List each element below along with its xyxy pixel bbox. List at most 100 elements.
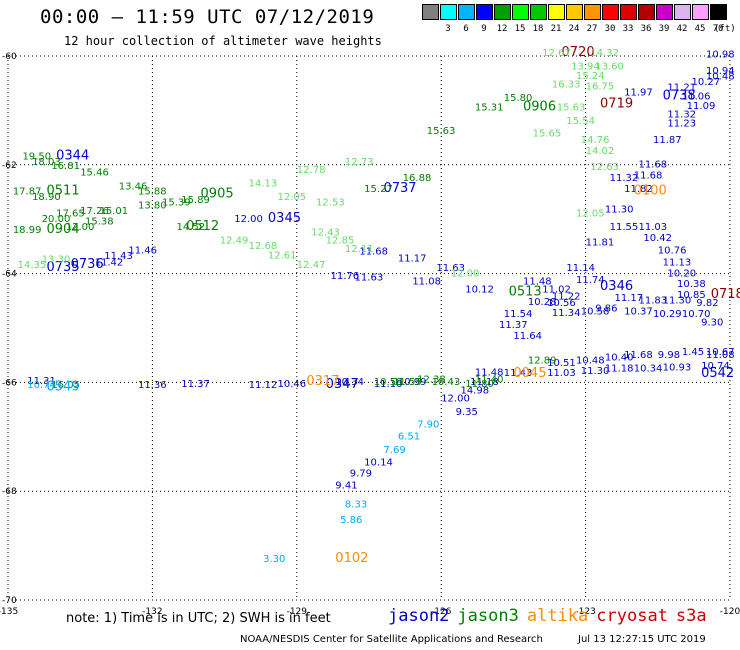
wave-height-label: 11.68	[634, 170, 663, 181]
wave-height-label: 15.65	[533, 129, 562, 140]
wave-height-label: 14.02	[586, 146, 615, 157]
wave-height-label: 11.46	[128, 245, 157, 256]
wave-height-label: 11.97	[624, 88, 653, 99]
wave-height-label: 12.05	[278, 192, 307, 203]
x-tick-label: -123	[575, 607, 595, 617]
wave-height-label: 11.82	[624, 184, 653, 195]
color-swatch	[602, 4, 619, 20]
color-scale-label: 27	[586, 24, 598, 34]
wave-height-label: 13.30	[42, 255, 71, 266]
time-label: 0512	[186, 219, 219, 234]
time-label: 0736	[71, 257, 104, 272]
color-swatch	[476, 4, 493, 20]
color-scale-label: 15	[514, 24, 526, 34]
color-scale-label: 70	[712, 24, 724, 34]
wave-height-label: 15.01	[99, 206, 128, 217]
wave-height-label: 12.53	[316, 198, 345, 209]
wave-height-label: 11.08	[706, 350, 735, 361]
wave-height-label: 16.81	[51, 161, 80, 172]
wave-height-label: 10.74	[27, 380, 56, 391]
wave-height-label: 9.79	[350, 469, 372, 480]
color-scale-unit: (ft)	[714, 24, 736, 34]
y-tick-label: -66	[2, 378, 17, 388]
time-label: 0904	[47, 222, 80, 237]
wave-height-label: 12.67	[542, 48, 571, 59]
wave-height-label: 10.99	[398, 377, 427, 388]
timestamp-text: Jul 13 12:27:15 UTC 2019	[578, 634, 706, 645]
color-swatch	[530, 4, 547, 20]
time-label: 0720	[562, 45, 595, 60]
wave-height-label: 12.68	[249, 241, 278, 252]
wave-height-label: 14.32	[590, 48, 619, 59]
wave-height-label: 13.46	[119, 181, 148, 192]
wave-height-label: 9.41	[335, 480, 357, 491]
wave-height-label: 1.45	[682, 347, 704, 358]
time-label: 0735	[47, 260, 80, 275]
color-scale-label: 39	[658, 24, 670, 34]
wave-height-label: 5.86	[340, 515, 362, 526]
color-scale-label: 30	[604, 24, 616, 34]
wave-height-label: 15.80	[504, 93, 533, 104]
wave-height-label: 10.70	[682, 309, 711, 320]
wave-height-label: 11.54	[504, 309, 533, 320]
wave-height-label: 15.63	[557, 102, 586, 113]
wave-height-label: 10.48	[706, 71, 735, 82]
wave-height-label: 10.43	[432, 377, 461, 388]
time-label: 0511	[47, 184, 80, 199]
wave-height-label: 12.49	[220, 236, 249, 247]
wave-height-label: 3.30	[263, 554, 285, 565]
wave-height-label: 11.63	[436, 263, 465, 274]
wave-height-label: 11.48	[523, 276, 552, 287]
wave-height-label: 11.03	[639, 222, 668, 233]
wave-height-label: 10.38	[677, 279, 706, 290]
wave-height-label: 10.59	[374, 377, 403, 388]
color-swatch	[566, 4, 583, 20]
time-label: 0906	[523, 99, 556, 114]
wave-height-label: 11.32	[610, 173, 639, 184]
wave-height-label: 11.87	[653, 135, 682, 146]
color-scale-label: 24	[568, 24, 580, 34]
wave-height-label: 17.26	[80, 206, 109, 217]
wave-height-label: 10.29	[653, 309, 682, 320]
wave-height-label: 14.35	[18, 260, 47, 271]
wave-height-label: 10.34	[335, 377, 364, 388]
y-tick-label: -64	[2, 270, 17, 280]
wave-height-label: 11.37	[499, 320, 528, 331]
wave-height-label: 12.00	[234, 214, 263, 225]
wave-height-label: 14.76	[581, 135, 610, 146]
wave-height-label: 9.30	[701, 317, 723, 328]
time-label: 0719	[600, 97, 633, 112]
legend-entry: jason3	[457, 606, 519, 626]
color-scale-label: 9	[481, 24, 487, 34]
wave-height-label: 11.03	[547, 368, 576, 379]
wave-height-label: 10.46	[278, 379, 307, 390]
wave-height-label: 12.00	[66, 222, 95, 233]
wave-height-label: 13.60	[595, 62, 624, 73]
color-scale-label: 21	[550, 24, 562, 34]
time-label: 0317	[306, 374, 339, 389]
color-swatch	[656, 4, 673, 20]
legend-entry: altika	[526, 606, 589, 626]
wave-height-label: 15.46	[80, 168, 109, 179]
legend-entry: cryosat	[596, 606, 668, 626]
wave-height-label: 11.83	[639, 296, 668, 307]
wave-height-label: 15.24	[576, 71, 605, 82]
time-label: 0346	[600, 279, 633, 294]
wave-height-label: 14.98	[460, 385, 489, 396]
wave-height-label: 19.50	[22, 151, 51, 162]
time-label: 0718	[711, 287, 740, 302]
wave-height-label: 14.52	[176, 222, 205, 233]
time-label: 0549	[47, 380, 80, 395]
wave-height-label: 10.27	[691, 77, 720, 88]
wave-height-label: 12.38	[417, 374, 446, 385]
wave-height-label: 13.80	[138, 200, 167, 211]
color-scale-label: 36	[640, 24, 652, 34]
wave-height-label: 10.34	[634, 364, 663, 375]
wave-height-label: 11.14	[566, 263, 595, 274]
wave-height-label: 15.31	[475, 102, 504, 113]
wave-height-label: 20.00	[42, 214, 71, 225]
wave-height-label: 8.33	[345, 500, 367, 511]
wave-height-label: 10.48	[576, 355, 605, 366]
time-label: 0102	[335, 551, 368, 566]
